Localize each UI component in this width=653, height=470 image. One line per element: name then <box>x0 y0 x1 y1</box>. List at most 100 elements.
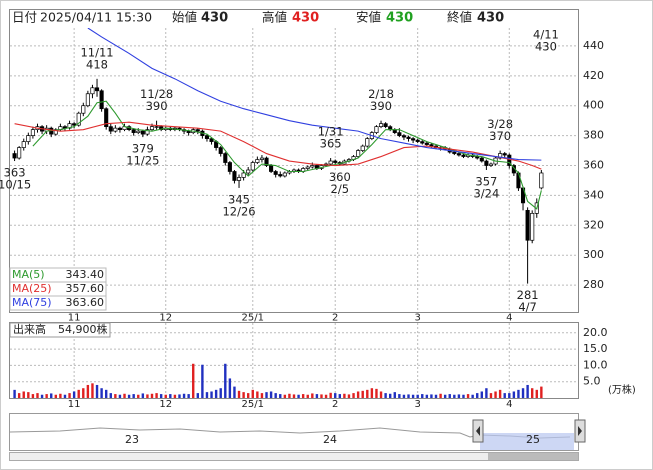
candle-body <box>204 135 210 139</box>
open-label: 始値 <box>172 10 197 25</box>
candle-body <box>484 160 489 166</box>
volume-bar <box>297 394 300 398</box>
volume-bar <box>457 394 461 398</box>
volume-bar <box>13 389 16 398</box>
volume-bar <box>178 394 181 398</box>
candle-body <box>429 144 434 147</box>
volume-bar <box>68 393 71 398</box>
candle-body <box>456 153 461 156</box>
annotation-value: 363 <box>4 166 26 180</box>
candle-body <box>475 156 480 159</box>
volume-bar <box>402 394 406 398</box>
volume-bar <box>224 363 227 398</box>
volume-bar <box>320 394 323 398</box>
volume-bar <box>388 393 392 398</box>
legend-value: 343.40 <box>66 268 105 281</box>
volume-bar <box>434 394 438 398</box>
candle-body <box>26 135 31 142</box>
candle-body <box>488 163 494 166</box>
arrow <box>476 426 480 436</box>
volume-label: 出来高 <box>13 322 46 336</box>
scrollbar[interactable] <box>9 452 579 461</box>
x-tick-label: 12 <box>159 399 172 410</box>
volume-bar <box>265 392 268 398</box>
volume-bar <box>269 391 273 398</box>
volume-bar <box>109 393 112 398</box>
y-tick-label: 440 <box>583 39 604 52</box>
volume-bar <box>256 391 259 398</box>
volume-bar <box>370 388 374 398</box>
volume-bar <box>508 393 511 398</box>
candle-body <box>76 112 81 126</box>
volume-bar <box>292 394 296 398</box>
candle-body <box>12 153 17 159</box>
volume-bar <box>114 394 117 398</box>
volume-bar <box>95 384 99 398</box>
candle-body <box>278 174 283 177</box>
y-tick-label: 320 <box>583 218 604 231</box>
scrollbar-thumb[interactable] <box>488 453 578 460</box>
annotation-value: 390 <box>146 99 168 113</box>
candle-body <box>420 141 425 144</box>
navigator-area <box>480 433 574 450</box>
volume-bar <box>288 393 291 398</box>
volume-label-box <box>9 322 111 338</box>
volume-bar <box>421 394 424 398</box>
candle-body <box>333 160 338 163</box>
volume-bar <box>375 388 378 398</box>
candle-body <box>227 162 232 172</box>
legend-name: MA(25) <box>12 282 52 295</box>
volume-bar <box>182 393 186 398</box>
navigator-label: 24 <box>323 433 337 446</box>
volume-bar <box>59 393 62 398</box>
volume-bar <box>439 393 442 398</box>
legend-value: 363.60 <box>66 296 105 309</box>
price-grid <box>10 28 578 312</box>
volume-bar <box>462 394 465 398</box>
candle-body <box>149 126 155 130</box>
annotation-value: 418 <box>86 57 108 71</box>
volume-bar <box>127 394 131 398</box>
y-tick-label: 400 <box>583 99 604 112</box>
price-panel <box>9 9 579 313</box>
volume-bar <box>100 388 103 398</box>
volume-bar <box>214 389 218 398</box>
header: 日付 2025/04/11 15:30 始値 430 高値 430 安値 430… <box>12 10 504 26</box>
volume-bar <box>315 394 319 398</box>
volume-bar <box>453 394 456 398</box>
x-tick-label: 25/1 <box>242 313 264 324</box>
candle-body <box>374 126 379 133</box>
candle-body <box>406 136 411 139</box>
volume-bar <box>77 389 80 398</box>
candle-body <box>507 154 512 166</box>
candle-body <box>264 157 269 166</box>
candle-body <box>282 172 287 177</box>
y-tick-label: 300 <box>583 248 604 261</box>
candle-body <box>30 129 35 136</box>
candle-body <box>195 129 200 132</box>
candle-body <box>328 160 333 165</box>
volume-bar <box>306 394 309 398</box>
volume-bar <box>17 393 21 398</box>
candle-body <box>424 142 429 145</box>
navigator: 23 24 25 <box>9 413 586 461</box>
volume-bar <box>512 391 516 398</box>
volume-bar <box>132 394 135 398</box>
volume-bar <box>123 393 126 398</box>
candle-body <box>498 153 503 159</box>
volume-bar <box>494 391 497 398</box>
candle-body <box>81 105 86 114</box>
candle-body <box>117 127 122 130</box>
annotation-value: 357 <box>475 175 497 189</box>
volume-bar <box>480 391 484 398</box>
y-tick-label: 280 <box>583 278 604 291</box>
volume-bar <box>141 393 145 398</box>
candle-body <box>356 150 361 157</box>
annotation-date: 3/28 <box>487 117 513 131</box>
volume-bar <box>503 393 506 398</box>
annotation-date: 4/11 <box>533 27 559 41</box>
annotation-value: 360 <box>329 170 351 184</box>
volume-bar <box>205 392 209 398</box>
navigator-label: 25 <box>526 433 540 446</box>
